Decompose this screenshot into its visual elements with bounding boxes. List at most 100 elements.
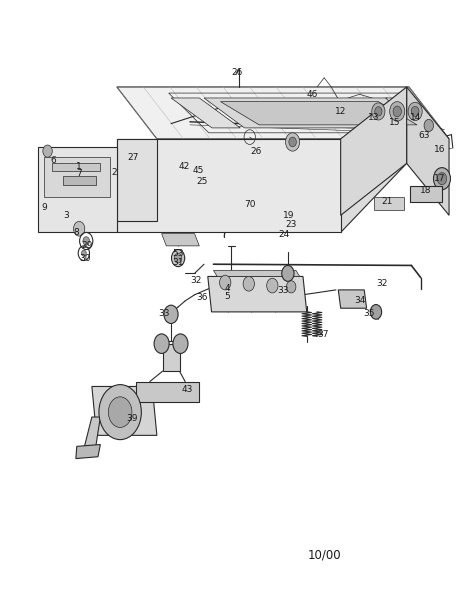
Polygon shape: [204, 98, 428, 128]
Circle shape: [172, 249, 185, 266]
Text: 14: 14: [410, 113, 422, 122]
Polygon shape: [38, 147, 117, 233]
Circle shape: [130, 177, 146, 197]
Polygon shape: [92, 386, 157, 435]
Circle shape: [109, 397, 132, 427]
Text: 33: 33: [277, 286, 289, 295]
Circle shape: [434, 168, 450, 190]
Polygon shape: [410, 186, 442, 202]
Circle shape: [174, 253, 182, 263]
Circle shape: [180, 196, 195, 216]
Polygon shape: [163, 344, 180, 371]
Circle shape: [285, 133, 300, 151]
Text: 3: 3: [64, 211, 69, 220]
Text: 46: 46: [307, 90, 318, 99]
Text: 17: 17: [434, 174, 446, 183]
Text: 16: 16: [434, 146, 446, 154]
Text: 13: 13: [368, 113, 379, 122]
Text: 9: 9: [42, 203, 47, 212]
Circle shape: [267, 278, 278, 293]
Text: 7: 7: [76, 169, 82, 178]
Circle shape: [154, 334, 169, 354]
Text: 24: 24: [279, 230, 290, 239]
Text: 6: 6: [50, 156, 56, 165]
Circle shape: [278, 207, 290, 223]
Text: 12: 12: [335, 107, 346, 116]
Polygon shape: [407, 87, 449, 216]
Circle shape: [154, 192, 169, 212]
Polygon shape: [76, 445, 100, 459]
Text: 21: 21: [381, 197, 392, 206]
Polygon shape: [385, 98, 442, 133]
Text: 39: 39: [127, 414, 138, 423]
Text: 33: 33: [158, 309, 170, 317]
Circle shape: [393, 106, 401, 117]
Text: 36: 36: [196, 293, 208, 301]
Circle shape: [424, 119, 434, 131]
Circle shape: [297, 209, 309, 225]
Polygon shape: [374, 197, 404, 211]
Text: 25: 25: [196, 177, 207, 185]
Circle shape: [137, 188, 153, 208]
Circle shape: [370, 305, 382, 319]
Text: 4: 4: [225, 284, 230, 293]
Polygon shape: [63, 176, 96, 185]
Text: 10/00: 10/00: [307, 548, 341, 561]
Polygon shape: [213, 270, 300, 276]
Text: 45: 45: [192, 166, 204, 175]
Text: 32: 32: [190, 276, 201, 286]
Circle shape: [408, 103, 422, 120]
Text: 8: 8: [73, 228, 79, 237]
Text: 18: 18: [420, 187, 431, 195]
Circle shape: [164, 305, 178, 324]
Circle shape: [73, 222, 85, 236]
Text: 19: 19: [283, 211, 294, 220]
Polygon shape: [162, 234, 199, 246]
Polygon shape: [117, 139, 157, 222]
Text: 26: 26: [231, 68, 243, 77]
Circle shape: [289, 137, 296, 147]
Polygon shape: [52, 163, 100, 171]
Text: 2: 2: [112, 168, 117, 177]
Polygon shape: [171, 98, 240, 128]
Text: 35: 35: [363, 309, 374, 317]
Text: 27: 27: [128, 153, 139, 161]
Text: 34: 34: [354, 297, 365, 305]
Circle shape: [243, 276, 255, 291]
Circle shape: [219, 275, 231, 290]
Text: 15: 15: [389, 118, 401, 127]
Text: 30: 30: [80, 254, 91, 263]
Text: 42: 42: [179, 162, 190, 171]
Polygon shape: [117, 87, 449, 139]
Circle shape: [43, 145, 52, 157]
Circle shape: [208, 201, 223, 220]
Text: 29: 29: [82, 241, 93, 251]
Circle shape: [83, 237, 90, 245]
Polygon shape: [341, 87, 407, 216]
Text: 43: 43: [182, 385, 193, 394]
Polygon shape: [220, 102, 417, 125]
Circle shape: [82, 250, 86, 256]
Polygon shape: [117, 139, 341, 233]
Circle shape: [282, 265, 294, 281]
Text: 26: 26: [250, 147, 262, 155]
Circle shape: [390, 102, 405, 121]
Circle shape: [375, 107, 382, 116]
Polygon shape: [208, 276, 307, 312]
Circle shape: [411, 106, 419, 117]
Text: 63: 63: [419, 131, 430, 141]
Text: 70: 70: [244, 200, 255, 209]
Circle shape: [438, 173, 447, 185]
Circle shape: [259, 204, 272, 220]
Text: 5: 5: [225, 292, 230, 301]
Polygon shape: [338, 290, 366, 308]
Circle shape: [286, 281, 296, 293]
Polygon shape: [117, 163, 407, 233]
Polygon shape: [136, 381, 199, 402]
Text: 32: 32: [376, 279, 388, 289]
Text: 53: 53: [173, 249, 184, 258]
Text: 23: 23: [285, 220, 296, 229]
Text: 37: 37: [318, 330, 329, 339]
Polygon shape: [84, 417, 100, 449]
Polygon shape: [44, 157, 110, 197]
